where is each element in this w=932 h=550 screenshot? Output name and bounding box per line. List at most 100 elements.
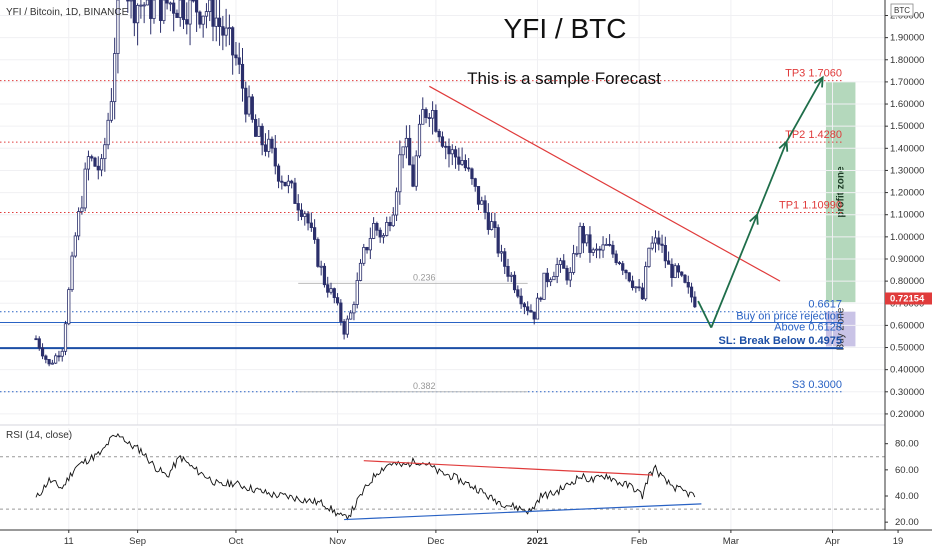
candle-body xyxy=(417,123,422,157)
candle-body xyxy=(526,306,530,311)
price-tick-label: 1.00000 xyxy=(890,232,924,243)
candle-body xyxy=(509,274,513,277)
candle-body xyxy=(486,212,490,230)
zones-layer: profit zone Buy Zone xyxy=(825,81,856,350)
time-tick-label: 19 xyxy=(893,536,904,547)
candle-body xyxy=(372,222,376,239)
candle-body xyxy=(512,274,517,291)
price-tick-label: 0.60000 xyxy=(890,320,924,331)
candle-body xyxy=(109,101,113,121)
candle-body xyxy=(129,0,133,2)
time-tick-label: 2021 xyxy=(527,536,549,547)
candle-body xyxy=(558,260,563,265)
candle-body xyxy=(614,253,618,264)
level-r1-label: 0.6617 xyxy=(808,299,842,311)
candle-body xyxy=(181,0,186,20)
price-tick-label: 0.50000 xyxy=(890,343,924,354)
candle-body xyxy=(601,244,605,251)
candle-body xyxy=(80,207,84,212)
resistance-trendline xyxy=(429,85,781,282)
candle-body xyxy=(630,280,635,288)
price-tick-label: 0.20000 xyxy=(890,409,924,420)
price-tick-label: 1.50000 xyxy=(890,121,924,132)
candle-body xyxy=(191,0,195,2)
price-tick-label: 1.60000 xyxy=(890,99,924,110)
candle-body xyxy=(257,125,261,137)
time-tick-label: Feb xyxy=(631,536,647,547)
candle-body xyxy=(552,276,556,281)
candle-body xyxy=(490,221,494,230)
candle-body xyxy=(496,227,500,254)
rsi-line xyxy=(35,432,696,521)
candle-body xyxy=(319,265,323,268)
candle-body xyxy=(670,263,674,279)
candle-body xyxy=(463,160,467,169)
candle-body xyxy=(519,295,523,305)
candle-body xyxy=(578,225,582,254)
candle-body xyxy=(565,267,569,281)
candle-body xyxy=(437,130,441,138)
candle-body xyxy=(44,355,48,360)
price-axis-bg xyxy=(885,0,932,550)
drawings-layer xyxy=(429,75,824,329)
candle-body xyxy=(535,297,540,320)
candle-body xyxy=(676,265,681,273)
candle-body xyxy=(349,312,353,320)
time-tick-label: 11 xyxy=(64,536,74,547)
candle-body xyxy=(427,117,431,119)
candle-body xyxy=(581,225,585,244)
candle-body xyxy=(247,96,251,115)
candle-body xyxy=(63,323,68,352)
candle-body xyxy=(290,180,294,184)
candle-body xyxy=(345,318,349,335)
candle-body xyxy=(126,0,130,2)
candle-body xyxy=(221,26,225,36)
forecast-segment xyxy=(697,300,713,329)
candle-body xyxy=(686,282,690,288)
candle-body xyxy=(660,243,664,246)
candle-body xyxy=(483,200,487,213)
candle-body xyxy=(113,53,117,103)
candle-body xyxy=(499,251,504,254)
candle-body xyxy=(99,158,104,171)
level-buy-sublabel: Above 0.6128 xyxy=(774,322,842,334)
candle-body xyxy=(198,11,202,25)
price-tick-label: 0.90000 xyxy=(890,254,924,265)
candle-body xyxy=(529,310,533,313)
rsi-tick-label: 80.00 xyxy=(895,439,919,450)
price-tick-label: 1.30000 xyxy=(890,165,924,176)
candle-body xyxy=(673,265,677,279)
candle-body xyxy=(260,125,264,146)
rsi-support-line xyxy=(344,503,702,521)
candle-body xyxy=(168,2,172,5)
rsi-tick-label: 60.00 xyxy=(895,465,919,476)
candle-body xyxy=(617,262,622,265)
candles-layer xyxy=(34,0,697,367)
candle-body xyxy=(303,213,307,217)
candle-body xyxy=(467,167,471,170)
candle-body xyxy=(116,0,120,54)
candle-body xyxy=(195,0,199,13)
candle-body xyxy=(532,311,536,320)
candle-body xyxy=(650,242,654,249)
forecast-segment xyxy=(710,214,758,328)
candle-body xyxy=(375,222,379,231)
candle-body xyxy=(165,0,169,4)
candle-body xyxy=(693,296,697,308)
candle-body xyxy=(309,222,313,229)
price-tick-label: 1.80000 xyxy=(890,55,924,66)
candle-body xyxy=(276,165,281,182)
chart-title: YFI / BTC xyxy=(504,13,627,44)
candle-body xyxy=(598,248,602,251)
chart-subtitle: This is a sample Forecast xyxy=(467,69,661,88)
profit-zone xyxy=(825,81,856,303)
time-axis-bg xyxy=(0,530,932,550)
candle-body xyxy=(447,145,451,155)
candle-body xyxy=(142,4,146,7)
levels-layer: TP3 1.7060 TP2 1.4280 TP1 1.10990 0.6617Buy… xyxy=(0,68,843,393)
candle-body xyxy=(342,321,346,335)
candle-body xyxy=(571,253,576,273)
candle-body xyxy=(444,145,448,148)
